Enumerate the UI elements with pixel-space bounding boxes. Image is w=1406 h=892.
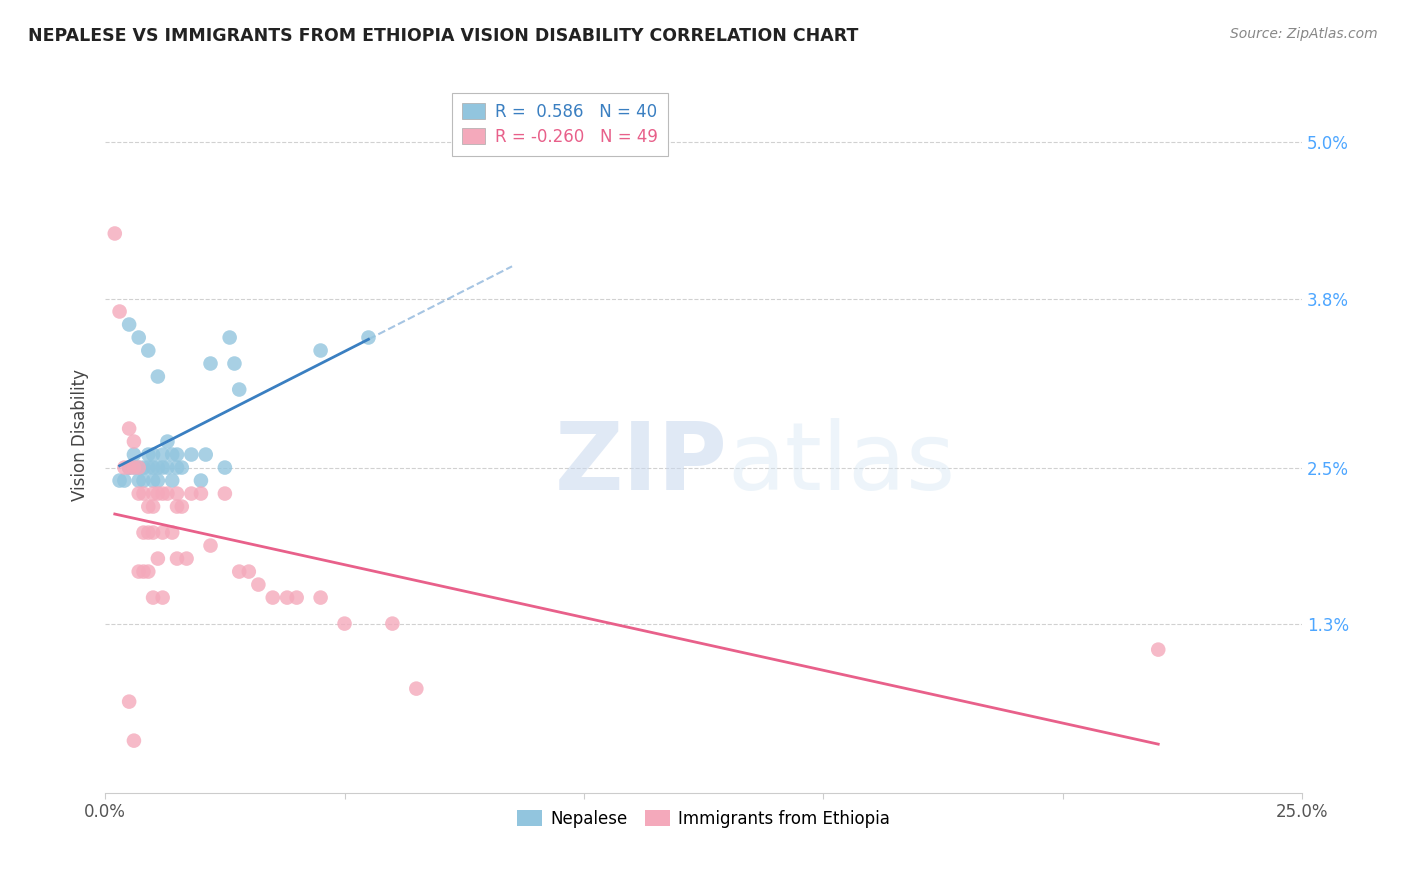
Text: NEPALESE VS IMMIGRANTS FROM ETHIOPIA VISION DISABILITY CORRELATION CHART: NEPALESE VS IMMIGRANTS FROM ETHIOPIA VIS…: [28, 27, 859, 45]
Point: [142, 525, 165, 540]
Point: [136, 343, 159, 358]
Point: [247, 577, 270, 591]
Point: [357, 330, 380, 344]
Point: [180, 448, 202, 462]
Point: [122, 460, 145, 475]
Point: [112, 474, 135, 488]
Point: [405, 681, 427, 696]
Point: [238, 565, 260, 579]
Point: [166, 551, 188, 566]
Point: [136, 460, 159, 475]
Point: [136, 525, 159, 540]
Point: [128, 330, 150, 344]
Point: [118, 460, 141, 475]
Point: [132, 486, 155, 500]
Point: [152, 525, 174, 540]
Point: [228, 383, 250, 397]
Point: [152, 460, 174, 475]
Point: [128, 460, 150, 475]
Point: [112, 460, 135, 475]
Text: Source: ZipAtlas.com: Source: ZipAtlas.com: [1230, 27, 1378, 41]
Point: [128, 565, 150, 579]
Point: [128, 474, 150, 488]
Point: [333, 616, 356, 631]
Point: [132, 525, 155, 540]
Point: [152, 591, 174, 605]
Point: [118, 318, 141, 332]
Point: [156, 486, 179, 500]
Point: [1147, 642, 1170, 657]
Point: [122, 434, 145, 449]
Point: [276, 591, 298, 605]
Legend: Nepalese, Immigrants from Ethiopia: Nepalese, Immigrants from Ethiopia: [510, 803, 897, 834]
Point: [118, 460, 141, 475]
Point: [146, 486, 169, 500]
Point: [152, 486, 174, 500]
Point: [146, 551, 169, 566]
Point: [142, 486, 165, 500]
Point: [156, 434, 179, 449]
Point: [156, 460, 179, 475]
Point: [381, 616, 404, 631]
Text: atlas: atlas: [727, 417, 956, 509]
Point: [200, 357, 222, 371]
Point: [146, 369, 169, 384]
Point: [142, 474, 165, 488]
Point: [142, 500, 165, 514]
Point: [190, 486, 212, 500]
Point: [176, 551, 198, 566]
Point: [128, 486, 150, 500]
Point: [146, 474, 169, 488]
Point: [104, 227, 127, 241]
Point: [214, 486, 236, 500]
Point: [122, 733, 145, 747]
Point: [160, 525, 183, 540]
Text: ZIP: ZIP: [554, 417, 727, 509]
Point: [224, 357, 246, 371]
Point: [108, 474, 131, 488]
Point: [136, 500, 159, 514]
Point: [218, 330, 240, 344]
Point: [118, 695, 141, 709]
Point: [142, 460, 165, 475]
Point: [132, 460, 155, 475]
Point: [166, 460, 188, 475]
Point: [166, 448, 188, 462]
Y-axis label: Vision Disability: Vision Disability: [72, 369, 89, 501]
Point: [160, 474, 183, 488]
Point: [132, 565, 155, 579]
Point: [170, 460, 193, 475]
Point: [152, 448, 174, 462]
Point: [190, 474, 212, 488]
Point: [122, 460, 145, 475]
Point: [170, 500, 193, 514]
Point: [160, 448, 183, 462]
Point: [122, 448, 145, 462]
Point: [142, 448, 165, 462]
Point: [108, 304, 131, 318]
Point: [146, 460, 169, 475]
Point: [200, 539, 222, 553]
Point: [194, 448, 217, 462]
Point: [180, 486, 202, 500]
Point: [214, 460, 236, 475]
Point: [309, 591, 332, 605]
Point: [309, 343, 332, 358]
Point: [142, 591, 165, 605]
Point: [136, 448, 159, 462]
Point: [285, 591, 308, 605]
Point: [166, 500, 188, 514]
Point: [118, 460, 141, 475]
Point: [166, 486, 188, 500]
Point: [128, 460, 150, 475]
Point: [132, 474, 155, 488]
Point: [136, 565, 159, 579]
Point: [118, 421, 141, 435]
Point: [228, 565, 250, 579]
Point: [262, 591, 284, 605]
